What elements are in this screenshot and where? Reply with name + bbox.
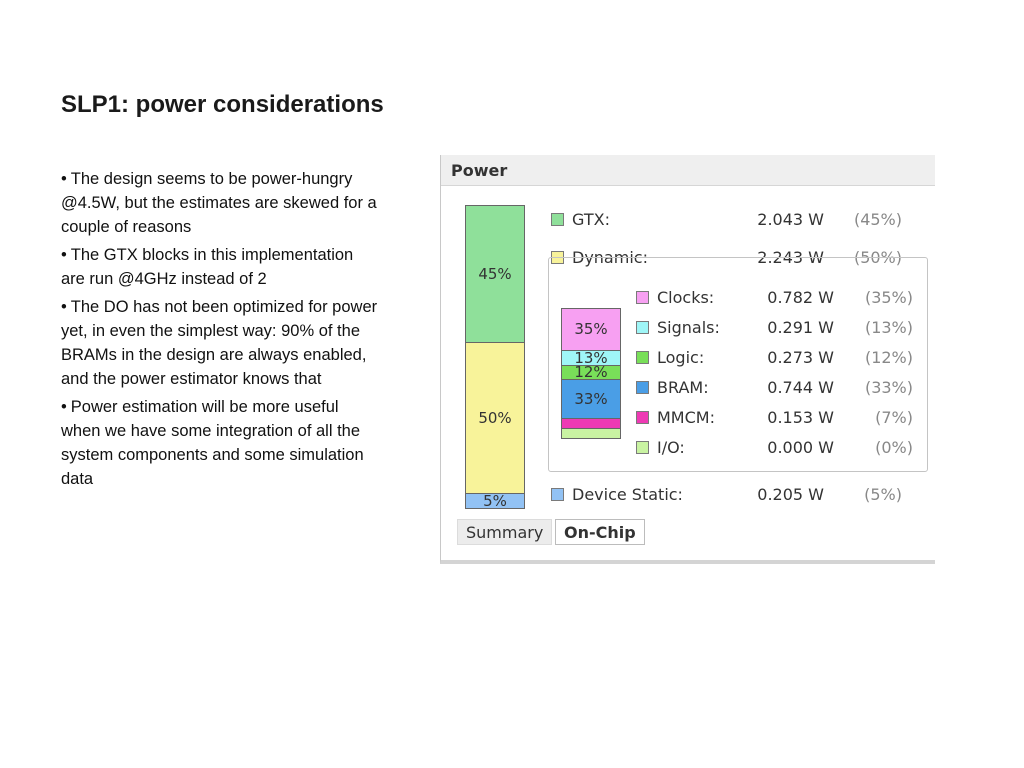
signals-value: 0.291 W	[767, 318, 834, 337]
dynamic-breakdown-group	[548, 257, 928, 472]
row-logic: Logic:	[636, 347, 704, 367]
row-bram: BRAM:	[636, 377, 709, 397]
bar-segment-bram: 33%	[562, 379, 620, 418]
bullet-item: • The DO has not been optimized for power…	[61, 298, 378, 388]
tab-summary[interactable]: Summary	[457, 519, 553, 545]
panel-title: Power	[451, 161, 508, 180]
row-device-static: Device Static:	[551, 484, 683, 504]
bar-segment-io	[562, 428, 620, 438]
bram-percent: (33%)	[864, 378, 913, 397]
mmcm-value: 0.153 W	[767, 408, 834, 427]
gtx-value: 2.043 W	[757, 210, 824, 229]
bullet-list: • The design seems to be power-hungry @4.…	[61, 167, 379, 495]
row-mmcm: MMCM:	[636, 407, 715, 427]
summary-stacked-bar: 45% 50% 5%	[465, 205, 525, 510]
logic-percent: (12%)	[864, 348, 913, 367]
bar-segment-mmcm	[562, 418, 620, 428]
device-static-value: 0.205 W	[757, 485, 824, 504]
legend-swatch	[636, 320, 649, 334]
bullet-item: • Power estimation will be more useful wh…	[61, 398, 364, 488]
legend-swatch	[551, 487, 564, 501]
device-static-percent: (5%)	[864, 485, 902, 504]
bar-segment-static: 5%	[466, 492, 524, 510]
io-percent: (0%)	[875, 438, 913, 457]
signals-percent: (13%)	[864, 318, 913, 337]
legend-swatch	[636, 290, 649, 304]
bullet-item: • The GTX blocks in this implementation a…	[61, 246, 354, 288]
mmcm-percent: (7%)	[875, 408, 913, 427]
legend-swatch	[636, 440, 649, 454]
io-value: 0.000 W	[767, 438, 834, 457]
row-clocks: Clocks:	[636, 287, 714, 307]
bar-segment-gtx: 45%	[466, 206, 524, 342]
logic-value: 0.273 W	[767, 348, 834, 367]
row-io: I/O:	[636, 437, 685, 457]
bar-segment-logic: 12%	[562, 365, 620, 380]
gtx-percent: (45%)	[853, 210, 902, 229]
slide-title: SLP1: power considerations	[61, 91, 384, 118]
legend-swatch	[551, 212, 564, 226]
bram-value: 0.744 W	[767, 378, 834, 397]
clocks-value: 0.782 W	[767, 288, 834, 307]
legend-swatch	[636, 350, 649, 364]
legend-swatch	[636, 380, 649, 394]
row-gtx: GTX:	[551, 209, 610, 229]
row-signals: Signals:	[636, 317, 720, 337]
dynamic-stacked-bar: 35% 13% 12% 33%	[561, 308, 621, 439]
bar-segment-clocks: 35%	[562, 309, 620, 350]
power-panel: Power 45% 50% 5% GTX: 2.043 W (45%) Dyna…	[440, 155, 935, 564]
legend-swatch	[636, 410, 649, 424]
bullet-item: • The design seems to be power-hungry @4.…	[61, 170, 377, 236]
bar-segment-dynamic: 50%	[466, 342, 524, 493]
clocks-percent: (35%)	[864, 288, 913, 307]
panel-header: Power	[441, 155, 935, 186]
bar-segment-signals: 13%	[562, 350, 620, 365]
tab-on-chip[interactable]: On-Chip	[555, 519, 645, 545]
